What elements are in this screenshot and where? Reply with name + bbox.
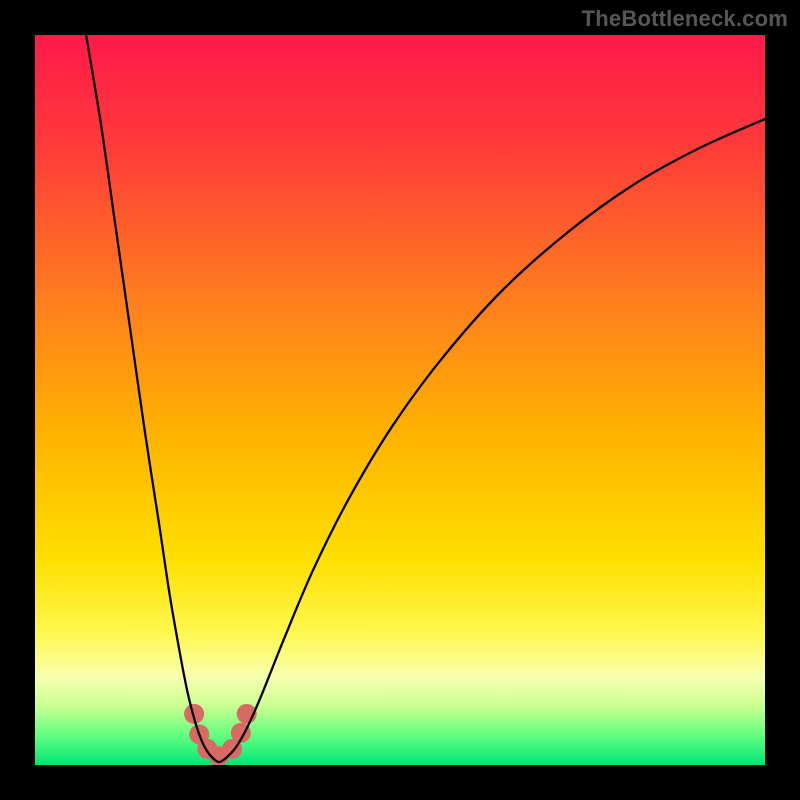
page-root: TheBottleneck.com	[0, 0, 800, 800]
plot-area	[35, 35, 765, 765]
bottleneck-chart	[0, 0, 800, 800]
watermark-text: TheBottleneck.com	[582, 6, 788, 32]
